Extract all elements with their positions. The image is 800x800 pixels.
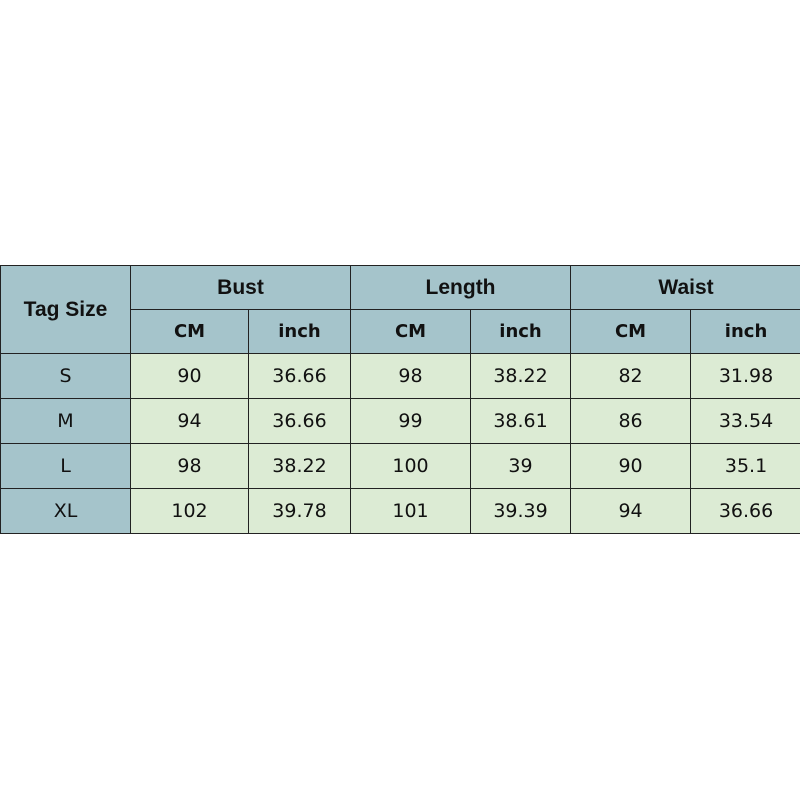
value-cell: 36.66 [690,488,800,534]
tag-size-header: Tag Size [0,265,131,354]
value-cell: 38.22 [247,443,352,489]
table-row: XL 102 39.78 101 39.39 94 36.66 [0,488,800,534]
value-cell: 36.66 [247,353,352,399]
value-cell: 33.54 [690,398,800,444]
value-cell: 86 [570,398,692,444]
size-cell: XL [0,488,131,534]
size-cell: L [0,443,131,489]
value-cell: 90 [130,353,249,399]
size-cell: S [0,353,131,399]
table-row: L 98 38.22 100 39 90 35.1 [0,443,800,489]
unit-header: CM [350,309,472,354]
value-cell: 100 [350,443,472,489]
value-cell: 38.61 [470,398,572,444]
unit-header: inch [690,309,800,354]
value-cell: 82 [570,353,692,399]
value-cell: 38.22 [470,353,572,399]
value-cell: 94 [130,398,249,444]
size-cell: M [0,398,131,444]
value-cell: 90 [570,443,692,489]
value-cell: 99 [350,398,472,444]
table-row: M 94 36.66 99 38.61 86 33.54 [0,398,800,444]
value-cell: 39 [470,443,572,489]
unit-header: CM [130,309,249,354]
value-cell: 35.1 [690,443,800,489]
unit-header: inch [247,309,352,354]
value-cell: 31.98 [690,353,800,399]
value-cell: 102 [130,488,249,534]
value-cell: 39.39 [470,488,572,534]
value-cell: 39.78 [247,488,352,534]
table-row: S 90 36.66 98 38.22 82 31.98 [0,353,800,399]
size-chart-table: Tag Size Bust Length Waist CM inch CM inch C… [0,265,800,534]
length-header: Length [350,265,572,310]
value-cell: 94 [570,488,692,534]
value-cell: 98 [130,443,249,489]
value-cell: 98 [350,353,472,399]
waist-header: Waist [570,265,800,310]
unit-header: CM [570,309,692,354]
value-cell: 36.66 [247,398,352,444]
value-cell: 101 [350,488,472,534]
unit-header: inch [470,309,572,354]
bust-header: Bust [129,265,352,310]
